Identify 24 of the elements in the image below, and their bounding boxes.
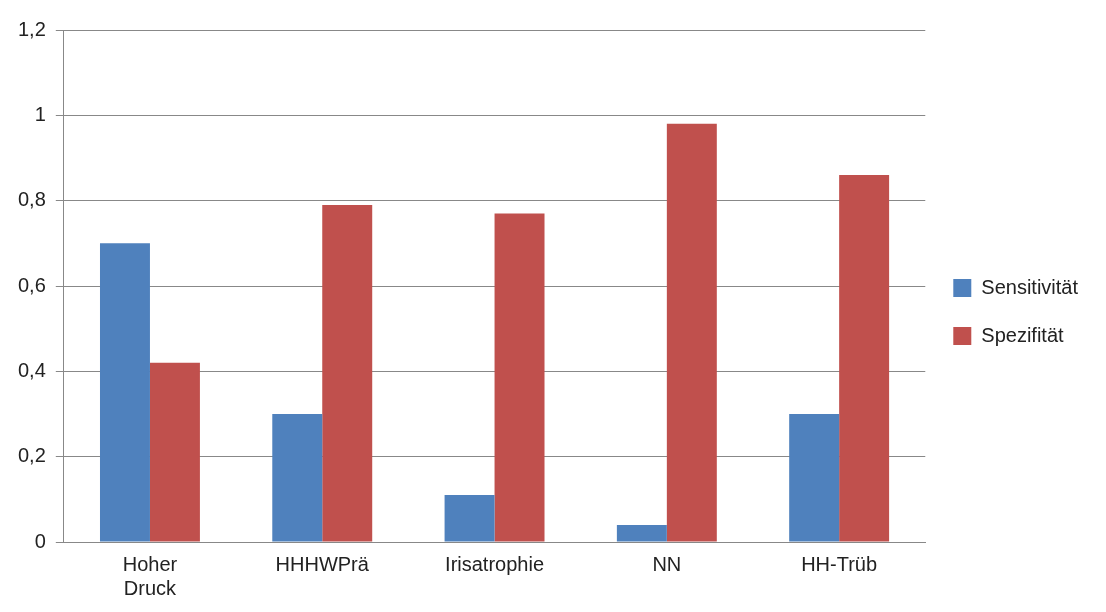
bar xyxy=(99,243,150,542)
legend-label: Sensitivität xyxy=(981,275,1079,298)
x-tick-label: Irisatrophie xyxy=(445,552,545,575)
y-tick-label: 0,6 xyxy=(17,273,46,296)
bar xyxy=(666,123,717,542)
y-tick-label: 0 xyxy=(34,529,46,552)
bar xyxy=(272,414,323,542)
x-tick-label: HH-Trüb xyxy=(801,552,878,575)
x-tick-label: NN xyxy=(652,552,682,575)
bar xyxy=(444,495,495,542)
y-tick-label: 0,4 xyxy=(17,358,46,381)
legend-label: Spezifität xyxy=(981,323,1064,346)
x-tick-label: HHHWPrä xyxy=(275,552,370,575)
bar xyxy=(616,524,667,542)
bar xyxy=(322,204,373,542)
bar xyxy=(494,213,545,542)
y-tick-label: 1,2 xyxy=(17,17,46,40)
bar xyxy=(149,362,200,542)
y-tick-label: 1 xyxy=(34,102,46,125)
bar xyxy=(789,414,840,542)
x-tick-label: Hoher Druck xyxy=(122,552,178,599)
y-tick-label: 0,8 xyxy=(17,188,46,211)
bar xyxy=(839,175,890,542)
y-tick-label: 0,2 xyxy=(17,444,46,467)
